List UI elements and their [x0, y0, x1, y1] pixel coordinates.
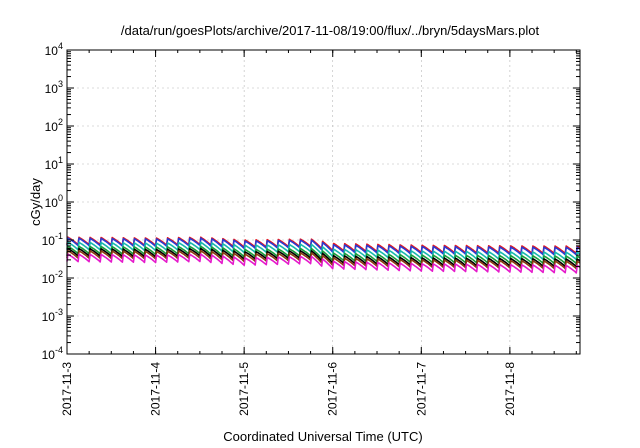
y-tick-label-7: 103: [45, 79, 63, 96]
x-tick-label-3: 2017-11-6: [326, 362, 340, 416]
series-group: [66, 236, 581, 274]
x-axis-ticks: 2017-11-3 2017-11-4 2017-11-5 2017-11-6 2017…: [60, 50, 577, 416]
y-tick-label-4: 100: [45, 193, 63, 210]
y-tick-label-3: 10-1: [42, 231, 63, 248]
chart-title: /data/run/goesPlots/archive/2017-11-08/1…: [121, 23, 540, 38]
series-line-4: [66, 247, 581, 268]
x-tick-label-5: 2017-11-8: [503, 362, 517, 416]
y-tick-label-1: 10-3: [42, 307, 63, 324]
y-tick-label-8: 104: [45, 41, 63, 58]
y-axis-label: cGy/day: [28, 178, 43, 226]
series-line-1: [66, 237, 581, 256]
series-line-6: [66, 253, 581, 274]
series-line-5: [66, 249, 581, 270]
x-tick-label-0: 2017-11-3: [60, 362, 74, 416]
y-tick-label-2: 10-2: [42, 269, 63, 286]
grid: [66, 49, 580, 355]
y-tick-label-0: 10-4: [42, 345, 63, 362]
x-axis-label: Coordinated Universal Time (UTC): [223, 429, 422, 444]
y-tick-label-6: 102: [45, 117, 63, 134]
x-tick-label-1: 2017-11-4: [149, 362, 163, 416]
y-axis-ticks: 10-4 10-3 10-2 10-1 100 101 102 103 104: [42, 41, 580, 362]
series-line-2: [66, 241, 581, 261]
series-line-3: [66, 245, 581, 265]
y-tick-label-5: 101: [45, 155, 63, 172]
x-tick-label-4: 2017-11-7: [414, 362, 428, 416]
x-tick-label-2: 2017-11-5: [237, 362, 251, 416]
